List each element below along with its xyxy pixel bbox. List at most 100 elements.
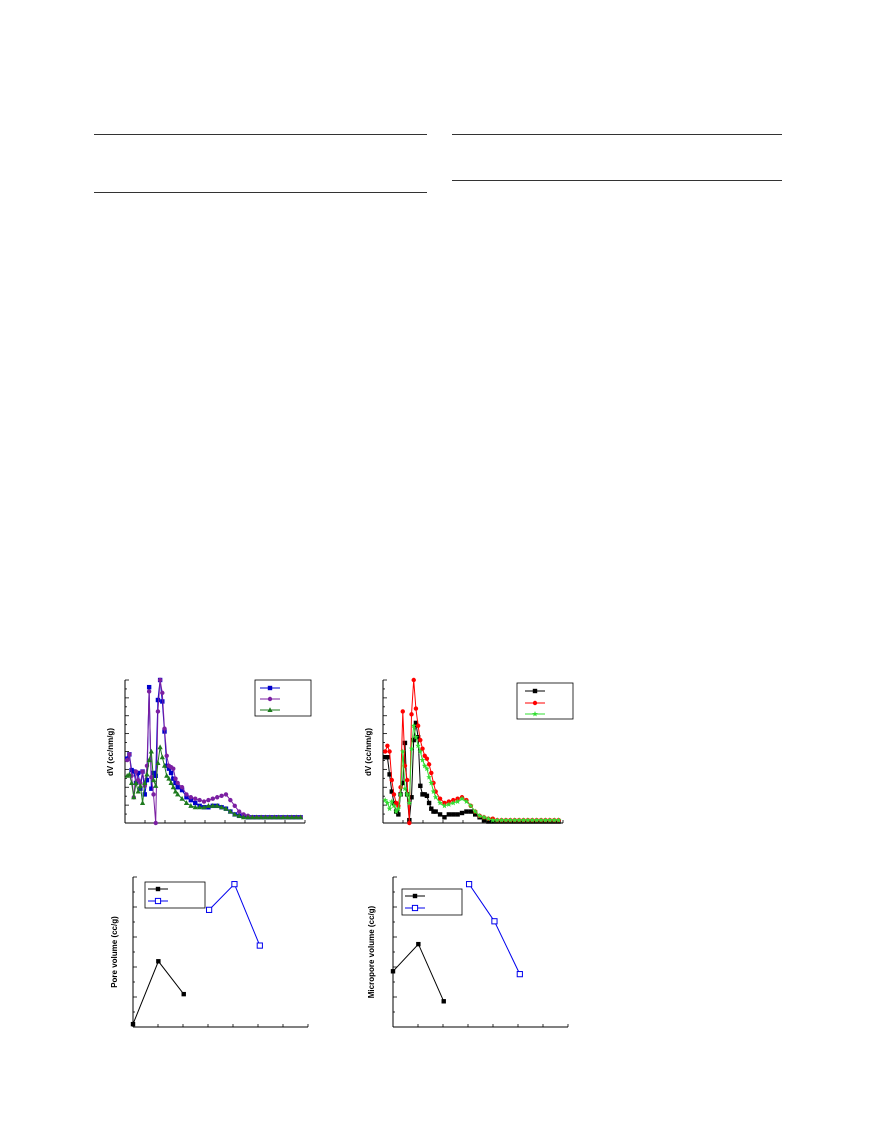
data-point [130, 1021, 136, 1027]
data-point [161, 763, 168, 768]
chart-3: Pore volume (cc/g) [110, 876, 309, 1028]
data-point [400, 780, 405, 786]
data-point [399, 748, 406, 754]
y-axis-label: dV (cc/nm/g) [106, 728, 115, 776]
data-point [271, 814, 277, 820]
data-point [168, 780, 174, 785]
data-point [481, 817, 487, 823]
legend [516, 682, 574, 720]
data-point [467, 802, 474, 809]
legend [144, 881, 206, 909]
data-point [179, 795, 185, 801]
data-point [437, 812, 443, 817]
data-point [385, 743, 390, 748]
table-left-bottom-rule [94, 192, 427, 193]
data-point [415, 742, 421, 749]
data-point [128, 780, 135, 785]
data-point [206, 797, 211, 803]
data-point [386, 805, 393, 812]
data-point [388, 798, 395, 804]
data-point [170, 784, 176, 790]
legend-marker [411, 904, 419, 912]
data-point [424, 765, 430, 772]
table-right-top-rule [452, 134, 782, 135]
data-point [126, 771, 132, 777]
data-point [511, 817, 518, 823]
data-point [205, 906, 213, 913]
data-point [393, 808, 400, 814]
data-point [280, 814, 286, 820]
data-point [433, 809, 438, 814]
data-point [138, 780, 143, 786]
data-point [430, 788, 437, 794]
series-line [208, 883, 261, 946]
data-point [408, 745, 415, 752]
series-line [132, 960, 185, 1025]
data-point [223, 805, 229, 811]
data-point [402, 740, 408, 746]
data-point [446, 812, 452, 817]
data-point [382, 749, 388, 754]
data-point [429, 806, 434, 811]
data-point [160, 699, 165, 704]
data-point [503, 817, 509, 823]
data-point [395, 805, 402, 812]
data-point [525, 817, 531, 823]
data-point [486, 819, 491, 824]
data-point [472, 808, 479, 814]
data-point [157, 744, 163, 750]
data-point [441, 802, 448, 809]
data-point [144, 777, 150, 783]
series-line [468, 883, 521, 975]
data-point [232, 811, 238, 817]
data-point [490, 819, 495, 824]
chart-4-axes [392, 876, 569, 1028]
data-point [481, 814, 487, 820]
data-point [153, 820, 158, 826]
data-point [387, 749, 392, 754]
data-point [172, 788, 179, 794]
data-point [450, 799, 457, 806]
data-point [162, 726, 167, 731]
data-point [164, 773, 170, 778]
data-point [494, 817, 500, 823]
data-point [406, 799, 413, 806]
legend-marker [267, 685, 273, 691]
data-point [533, 817, 540, 823]
data-point [463, 798, 470, 804]
data-point [140, 769, 145, 774]
data-point [454, 798, 461, 804]
legend-box [144, 881, 206, 909]
data-point [124, 773, 130, 778]
data-point [446, 801, 452, 807]
data-point [298, 814, 304, 820]
data-point [426, 774, 432, 780]
legend-marker [155, 886, 161, 892]
chart-4: Micropore volume (cc/g) [367, 876, 569, 1028]
data-point [437, 799, 443, 806]
chart-2: dV (cc/nm/g) [364, 677, 574, 826]
data-point [175, 780, 180, 786]
data-point [256, 942, 263, 949]
data-point [415, 735, 421, 740]
data-point [413, 734, 419, 740]
data-point [489, 817, 496, 823]
legend-marker [267, 696, 273, 702]
series-2 [465, 881, 523, 978]
data-point [476, 812, 483, 819]
data-point [555, 817, 562, 823]
data-point [426, 800, 432, 806]
data-point [409, 795, 414, 800]
data-point [148, 748, 154, 754]
data-point [424, 793, 430, 799]
data-point [184, 792, 189, 797]
data-point [156, 959, 161, 964]
data-point [258, 814, 264, 820]
data-point [411, 737, 416, 743]
data-point [175, 791, 181, 797]
data-point [420, 746, 425, 751]
data-point [472, 812, 478, 817]
data-point [459, 795, 465, 802]
series-line [392, 943, 445, 1002]
data-point [159, 754, 165, 760]
